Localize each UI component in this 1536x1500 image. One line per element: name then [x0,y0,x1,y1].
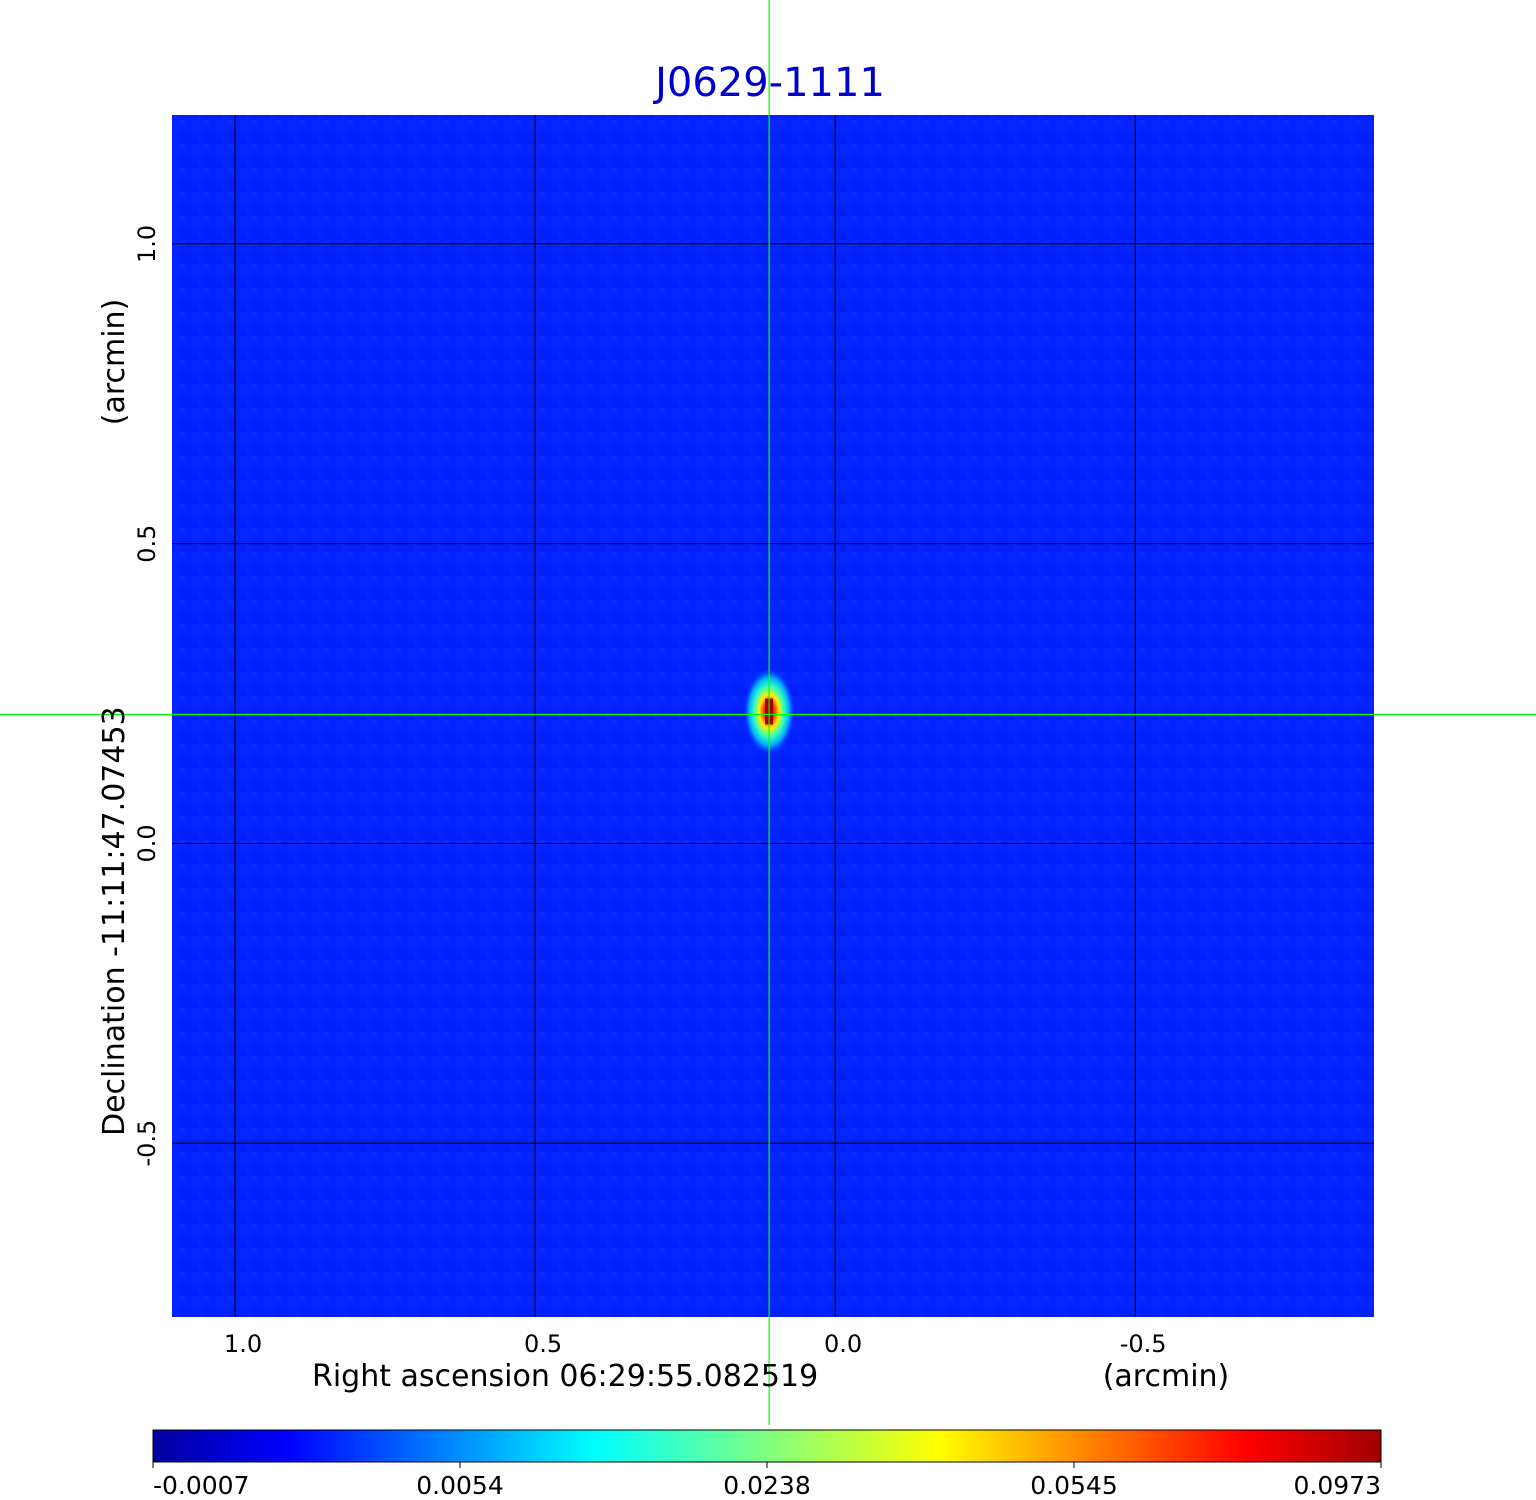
x-axis-unit: (arcmin) [1103,1359,1230,1394]
y-axis-label: Declination -11:11:47.07453 [97,706,132,1136]
y-tick-label: -0.5 [133,1120,161,1167]
colorbar-tick-label: 0.0545 [1030,1471,1117,1500]
colorbar [152,1429,1382,1463]
y-tick-label: 0.0 [133,824,161,862]
y-tick-label: 1.0 [133,225,161,263]
x-tick-label: -0.5 [1120,1330,1167,1358]
x-tick-label: 1.0 [224,1330,262,1358]
y-axis-unit: (arcmin) [97,299,132,426]
x-tick-label: 0.0 [824,1330,862,1358]
x-tick-label: 0.5 [524,1330,562,1358]
colorbar-tick-labels: -0.0007 0.0054 0.0238 0.0545 0.0973 [152,1462,1382,1500]
grid-lines [172,115,1374,1317]
colorbar-tick-label: 0.0238 [723,1471,810,1500]
chart-title: J0629-1111 [652,60,885,106]
y-tick-labels: 1.0 0.5 0.0 -0.5 [133,225,161,1167]
colorbar-tick-label: 0.0973 [1294,1471,1381,1500]
y-tick-label: 0.5 [133,525,161,563]
x-axis-label: Right ascension 06:29:55.082519 [312,1359,818,1394]
colorbar-tick-label: -0.0007 [153,1471,250,1500]
colorbar-tick-label: 0.0054 [416,1471,503,1500]
x-tick-labels: 1.0 0.5 0.0 -0.5 [224,1330,1167,1358]
